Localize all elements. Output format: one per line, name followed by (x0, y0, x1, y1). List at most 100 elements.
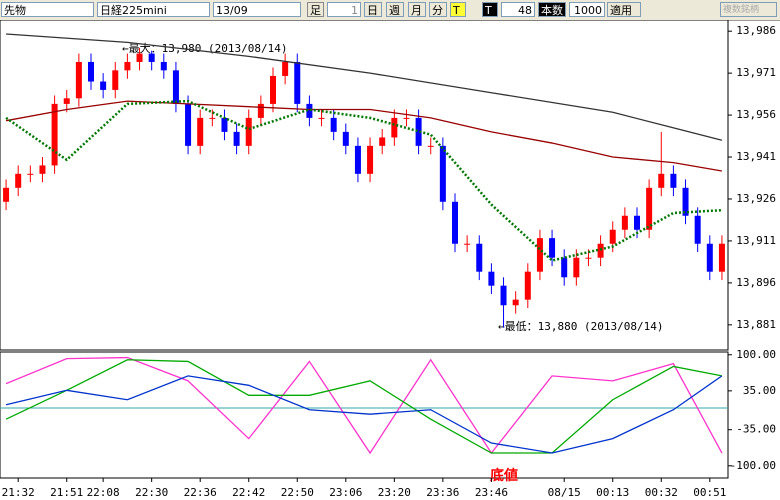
x-tick-label: 23:36 (426, 486, 459, 499)
x-tick-label: 00:51 (693, 486, 726, 499)
candle-body (706, 243, 713, 272)
candle-body (391, 117, 398, 138)
candle-body (306, 103, 313, 118)
market-select[interactable]: 先物 (1, 2, 94, 17)
toolbar: 先物 日経225mini 13/09 足 1 日 週 月 分 T T 48 本数… (0, 0, 780, 21)
x-tick-label: 22:08 (87, 486, 120, 499)
series-line (5, 375, 723, 454)
y-tick-label: 13,971 (736, 66, 776, 79)
contract-select[interactable]: 13/09 (213, 2, 301, 17)
candle-body (403, 117, 410, 119)
y-tick-label: 13,881 (736, 318, 776, 331)
week-button[interactable]: 週 (386, 2, 404, 17)
count-input[interactable]: 1000 (569, 2, 605, 17)
symbol-select[interactable]: 日経225mini (97, 2, 210, 17)
y-tick-label: -35.00 (736, 423, 776, 436)
candle-body (573, 257, 580, 278)
candle-body (63, 98, 70, 104)
min-annotation: ←最低：13,880 (2013/08/14) (498, 320, 663, 333)
candle-body (597, 243, 604, 258)
candle-body (15, 173, 22, 188)
candle-body (185, 103, 192, 146)
x-tick-label: 23:20 (378, 486, 411, 499)
candle-body (39, 165, 46, 174)
candle-body (718, 243, 725, 272)
y-tick-label: -100.00 (730, 459, 776, 472)
candle-body (330, 117, 337, 132)
candle-body (282, 61, 289, 76)
candle-body (148, 53, 155, 62)
osc-panel (0, 351, 729, 479)
x-tick-label: 22:50 (281, 486, 314, 499)
y-tick-label: 35.00 (743, 384, 776, 397)
chart: ←最大：13,980 (2013/08/14) ←最低：13,880 (2013… (0, 20, 776, 499)
candle-body (415, 117, 422, 146)
candle-body (536, 238, 543, 272)
count-box[interactable]: 48 (501, 2, 535, 17)
y-tick-label: 13,896 (736, 276, 776, 289)
series-line (5, 100, 723, 172)
candle-body (609, 229, 616, 244)
y-tick-label: 13,926 (736, 192, 776, 205)
candle-body (75, 61, 82, 99)
bar-label: 足 (307, 2, 324, 17)
candle-body (221, 117, 228, 132)
month-button[interactable]: 月 (408, 2, 426, 17)
candle-body (88, 61, 94, 82)
candle-body (621, 215, 628, 230)
apply-button[interactable]: 適用 (607, 2, 641, 17)
multi-button[interactable]: 複数銘柄 (720, 2, 777, 17)
candle-body (427, 145, 434, 147)
x-tick-label: 22:42 (232, 486, 265, 499)
candle-body (524, 271, 531, 300)
y-tick-label: 13,941 (736, 150, 776, 163)
series-line (5, 359, 723, 454)
x-tick-label: 00:32 (645, 486, 678, 499)
max-annotation: ←最大：13,980 (2013/08/14) (122, 41, 287, 55)
candle-body (318, 117, 325, 119)
candle-body (464, 243, 471, 245)
candle-body (488, 271, 495, 286)
tick-button[interactable]: T (450, 2, 466, 17)
x-tick-label: 22:36 (184, 486, 217, 499)
candle-body (585, 257, 592, 259)
tick-label: T (482, 2, 498, 17)
candle-body (3, 187, 10, 202)
candle-body (136, 53, 143, 62)
y-tick-label: 13,956 (736, 108, 776, 121)
y-tick-label: 13,911 (736, 234, 776, 247)
candle-body (245, 117, 252, 146)
candle-body (682, 187, 689, 216)
candle-body (670, 173, 677, 188)
candle-body (27, 173, 34, 175)
y-tick-label: 100.00 (736, 348, 776, 361)
x-tick-label: 21:51 (50, 486, 83, 499)
candle-body (694, 215, 701, 244)
x-tick-label: 21:32 (2, 486, 35, 499)
candle-body (294, 61, 301, 104)
candle-body (209, 117, 216, 119)
candle-body (100, 81, 107, 90)
candle-body (500, 285, 507, 306)
bottom-annotation: 底値 (490, 467, 518, 484)
candle-body (561, 257, 568, 278)
candle-body (367, 145, 374, 174)
candle-body (634, 215, 640, 230)
candle-body (51, 103, 58, 166)
candle-body (342, 131, 349, 146)
x-tick-label: 23:46 (475, 486, 508, 499)
day-button[interactable]: 日 (364, 2, 382, 17)
candle-body (549, 238, 556, 258)
candle-body (257, 103, 264, 118)
candle-body (439, 145, 446, 202)
x-tick-label: 08/15 (548, 486, 581, 499)
price-panel (0, 20, 729, 351)
x-tick-label: 23:06 (329, 486, 362, 499)
candle-body (452, 201, 458, 244)
candle-body (512, 299, 519, 306)
minute-button[interactable]: 分 (429, 2, 447, 17)
bar-size[interactable]: 1 (327, 2, 361, 17)
candle-body (160, 61, 167, 71)
candle-body (124, 61, 131, 71)
candle-body (233, 131, 240, 146)
